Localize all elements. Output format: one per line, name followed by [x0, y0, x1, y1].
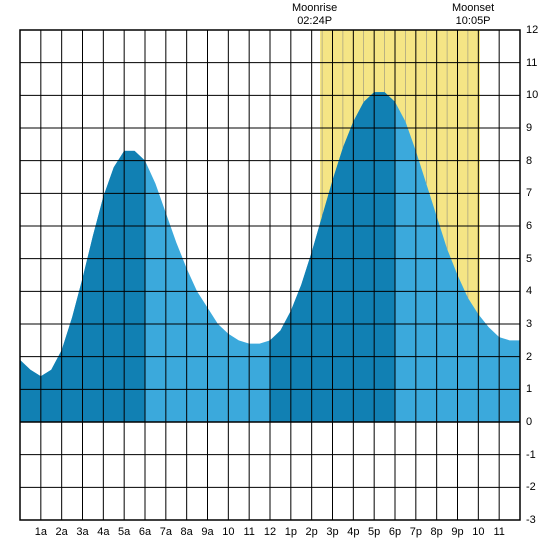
- x-tick-label: 6a: [139, 526, 151, 538]
- x-tick-label: 3a: [76, 526, 88, 538]
- y-tick-label: 7: [526, 187, 532, 199]
- x-tick-label: 2a: [56, 526, 68, 538]
- y-tick-label: 3: [526, 318, 532, 330]
- x-tick-label: 12: [264, 526, 276, 538]
- y-tick-label: -2: [526, 481, 536, 493]
- x-tick-label: 6p: [389, 526, 401, 538]
- tide-chart: Moonrise 02:24P Moonset 10:05P -3-2-1012…: [0, 0, 550, 550]
- x-tick-label: 8a: [181, 526, 193, 538]
- x-tick-label: 11: [243, 526, 254, 538]
- y-tick-label: 5: [526, 253, 532, 265]
- y-tick-label: 8: [526, 155, 532, 167]
- x-tick-label: 4p: [347, 526, 359, 538]
- x-tick-label: 5a: [118, 526, 130, 538]
- x-tick-label: 2p: [306, 526, 318, 538]
- y-tick-label: -1: [526, 449, 536, 461]
- y-tick-label: 12: [526, 24, 538, 36]
- y-tick-label: 6: [526, 220, 532, 232]
- y-tick-label: 9: [526, 122, 532, 134]
- y-tick-label: 2: [526, 351, 532, 363]
- x-tick-label: 9p: [451, 526, 463, 538]
- x-tick-label: 10: [222, 526, 234, 538]
- x-tick-label: 7a: [160, 526, 172, 538]
- y-tick-label: 11: [526, 57, 537, 69]
- x-tick-label: 8p: [431, 526, 443, 538]
- y-tick-label: 0: [526, 416, 532, 428]
- x-tick-label: 5p: [368, 526, 380, 538]
- x-tick-label: 1p: [285, 526, 297, 538]
- y-tick-label: 10: [526, 89, 538, 101]
- y-tick-label: 1: [526, 383, 532, 395]
- moonrise-time: 02:24P: [297, 15, 332, 27]
- moonset-label: Moonset 10:05P: [452, 2, 494, 28]
- x-tick-label: 3p: [326, 526, 338, 538]
- x-tick-label: 9a: [201, 526, 213, 538]
- y-tick-label: 4: [526, 285, 532, 297]
- x-tick-label: 1a: [35, 526, 47, 538]
- moonrise-title: Moonrise: [292, 2, 337, 14]
- chart-svg: [0, 0, 550, 550]
- x-tick-label: 4a: [97, 526, 109, 538]
- y-tick-label: -3: [526, 514, 536, 526]
- x-tick-label: 7p: [410, 526, 422, 538]
- moonrise-label: Moonrise 02:24P: [292, 2, 337, 28]
- moonset-title: Moonset: [452, 2, 494, 14]
- moonset-time: 10:05P: [456, 15, 491, 27]
- x-tick-label: 11: [493, 526, 504, 538]
- x-tick-label: 10: [472, 526, 484, 538]
